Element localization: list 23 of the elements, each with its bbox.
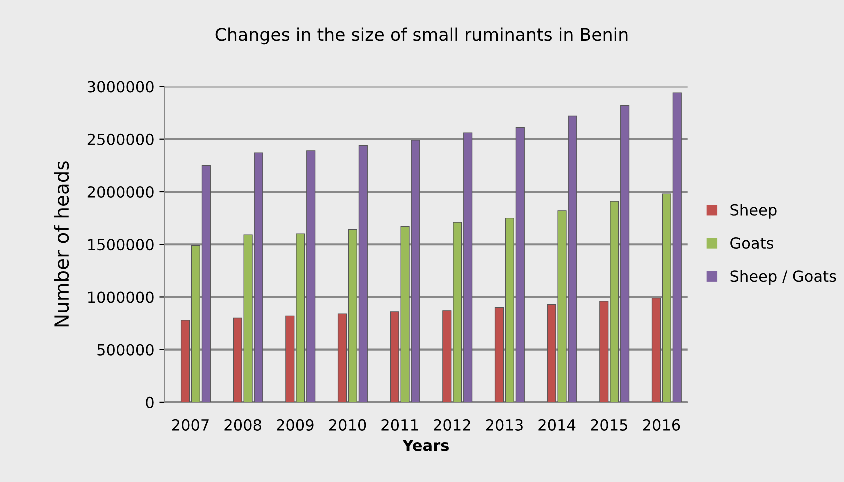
- x-tick-label: 2012: [434, 419, 470, 431]
- y-tick-label: 500000: [98, 344, 154, 356]
- y-tick-label: 0: [146, 396, 154, 408]
- legend-label: Sheep / Goats: [730, 270, 836, 286]
- x-tick-label: 2010: [329, 419, 366, 431]
- x-tick-label: 2016: [643, 419, 680, 431]
- legend-label: Sheep: [730, 204, 777, 219]
- y-axis-title: Number of heads: [54, 162, 70, 327]
- x-tick-label: 2007: [172, 419, 209, 431]
- x-tick-label: 2008: [224, 419, 262, 431]
- x-axis-title: Years: [402, 440, 449, 452]
- y-tick-label: 3000000: [88, 81, 154, 93]
- y-tick-label: 1500000: [88, 239, 154, 251]
- y-tick-label: 2000000: [88, 186, 154, 198]
- x-tick-label: 2011: [382, 419, 418, 431]
- x-tick-label: 2013: [486, 419, 523, 431]
- x-tick-label: 2014: [538, 419, 576, 431]
- y-tick-label: 2500000: [88, 134, 154, 146]
- y-tick-label: 1000000: [88, 292, 154, 304]
- legend-label: Goats: [730, 237, 774, 250]
- x-tick-label: 2009: [277, 419, 314, 431]
- chart-title: Changes in the size of small ruminants in Benin: [216, 28, 628, 45]
- x-tick-label: 2015: [591, 419, 628, 431]
